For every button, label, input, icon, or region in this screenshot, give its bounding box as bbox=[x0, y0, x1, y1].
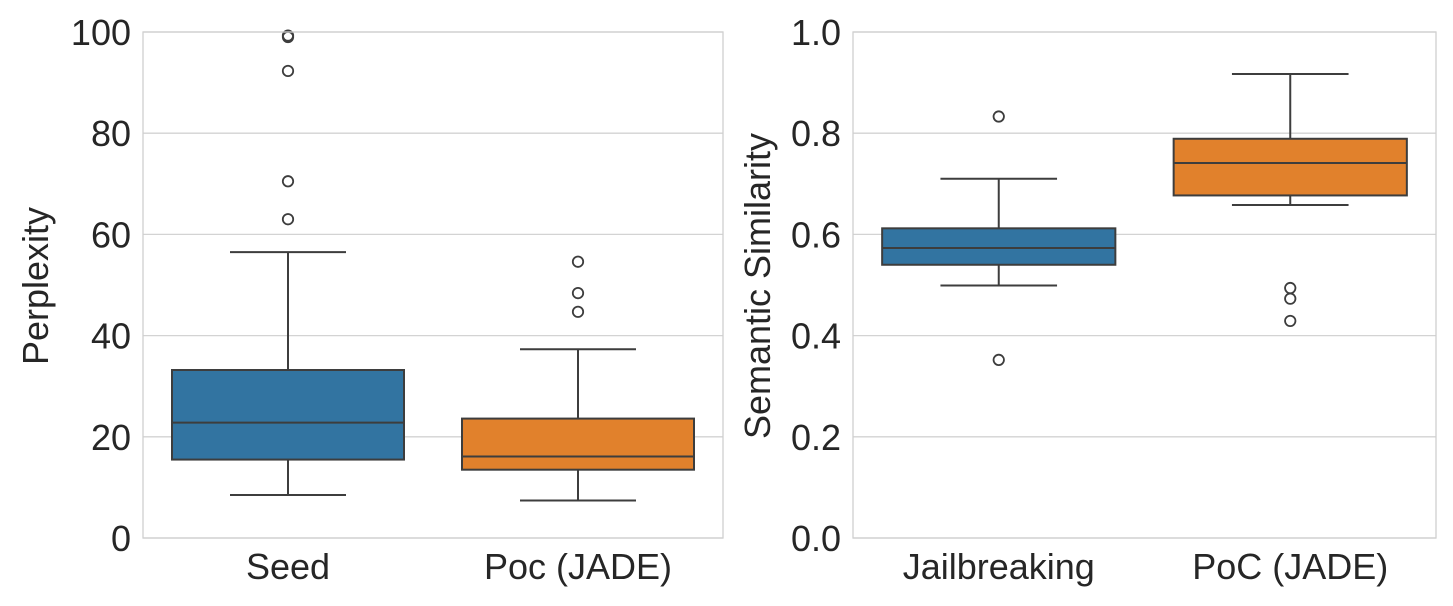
y-tick-label: 0.6 bbox=[791, 214, 841, 255]
poc-jade-outlier-point bbox=[1284, 292, 1297, 305]
plot-frame bbox=[142, 31, 724, 539]
plot-frame bbox=[852, 31, 1437, 539]
poc-jade-outlier-point bbox=[571, 255, 585, 268]
poc-jade-outlier-point bbox=[1284, 314, 1297, 328]
poc-jade-outlier-point bbox=[1284, 281, 1297, 295]
y-tick-label: 100 bbox=[71, 12, 131, 53]
semantic-similarity-panel: Semantic Similarity 0.0 0.2 0.4 0.6 0.8 1.0 Ja… bbox=[737, 12, 1437, 587]
y-tick-label: 1.0 bbox=[791, 12, 841, 53]
poc-jade-outlier-point bbox=[571, 305, 585, 318]
poc-jade-box bbox=[461, 417, 695, 471]
seed-box bbox=[171, 369, 405, 461]
y-tick-label: 0.4 bbox=[791, 316, 841, 357]
y-tick-label: 20 bbox=[91, 417, 131, 458]
x-tick-label-seed: Seed bbox=[246, 546, 330, 587]
y-tick-label: 80 bbox=[91, 113, 131, 154]
poc-jade-box bbox=[1172, 137, 1408, 197]
poc-jade-outlier-point bbox=[571, 286, 585, 300]
seed-outlier-point bbox=[281, 213, 295, 226]
semantic-similarity-axis-title: Semantic Similarity bbox=[737, 133, 778, 439]
y-tick-label: 0 bbox=[111, 518, 131, 559]
x-tick-label-jailbreaking: Jailbreaking bbox=[903, 546, 1095, 587]
jailbreaking-outlier-point bbox=[992, 353, 1005, 366]
seed-outlier-point bbox=[281, 64, 295, 78]
jailbreaking-box bbox=[881, 227, 1117, 266]
perplexity-axis-title: Perplexity bbox=[15, 207, 56, 365]
x-tick-label-poc-jade: PoC (JADE) bbox=[1192, 546, 1388, 587]
perplexity-panel: Perplexity 0 20 40 60 80 100 Seed Poc (JADE) bbox=[15, 12, 724, 587]
seed-outlier-point bbox=[281, 29, 295, 42]
y-tick-label: 60 bbox=[91, 214, 131, 255]
jailbreaking-outlier-point bbox=[992, 110, 1005, 123]
y-tick-label: 40 bbox=[91, 316, 131, 357]
y-tick-label: 0.0 bbox=[791, 518, 841, 559]
y-tick-label: 0.8 bbox=[791, 113, 841, 154]
seed-outlier-point bbox=[281, 175, 295, 188]
y-tick-label: 0.2 bbox=[791, 417, 841, 458]
x-tick-label-poc-jade: Poc (JADE) bbox=[484, 546, 672, 587]
